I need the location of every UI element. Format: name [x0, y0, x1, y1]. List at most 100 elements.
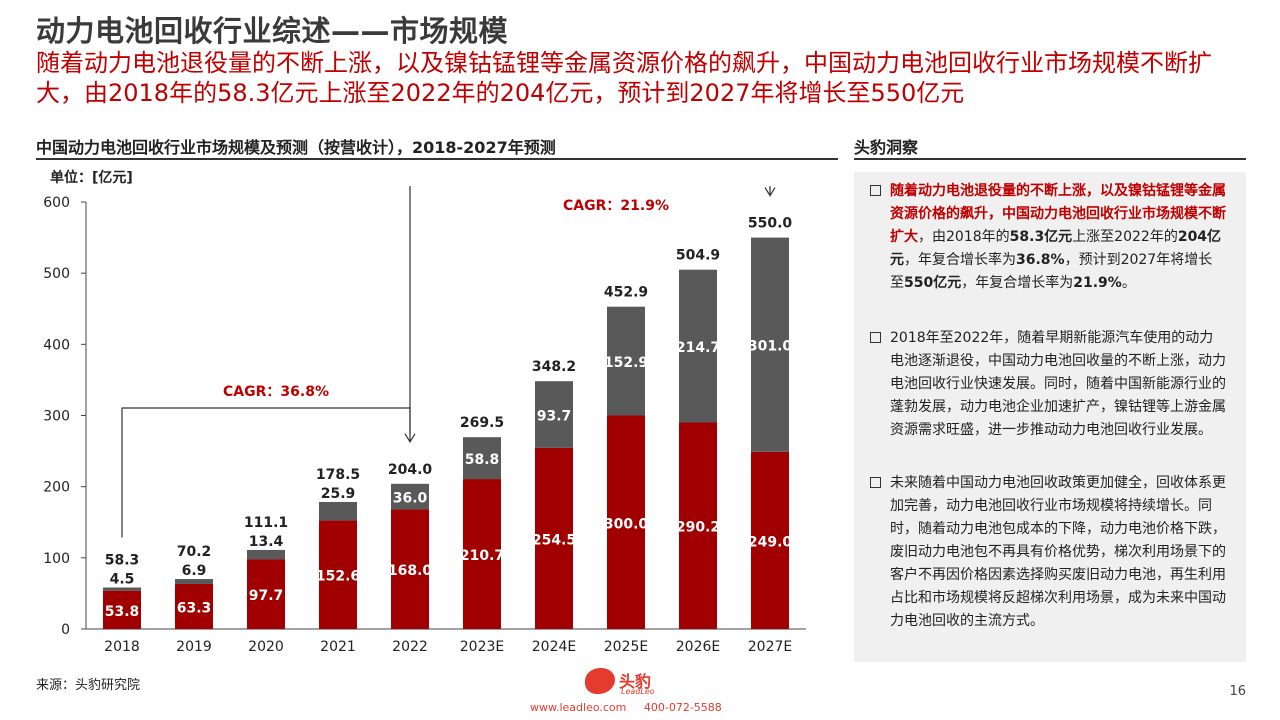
bar-segment-upper	[247, 549, 285, 560]
cagr-bracket-line	[409, 186, 771, 434]
bar-value-label-lower: 168.0	[388, 563, 433, 579]
insight-segment: ，预计到2027年将增长至	[890, 252, 1213, 291]
insight-segment: ，由2018年的	[918, 229, 1010, 245]
x-tick-label: 2026E	[676, 639, 720, 655]
y-tick-label: 300	[43, 409, 70, 425]
bar-value-label-upper: 4.5	[110, 572, 135, 588]
insight-segment: 未来随着中国动力电池回收政策更加健全，回收体系更加完善，动力电池回收行业市场规模…	[890, 475, 1226, 629]
insight-segment: 21.9%	[1073, 275, 1122, 291]
bar-segment-lower	[679, 422, 717, 629]
insight-segment: 58.3亿元	[1009, 229, 1073, 245]
page-number: 16	[1229, 684, 1246, 699]
insight-panel: 随着动力电池退役量的不断上涨，以及镍钴锰锂等金属资源价格的飙升，中国动力电池回收…	[854, 172, 1246, 662]
bar-total-label: 70.2	[177, 544, 212, 560]
bar-segment-lower	[463, 479, 501, 629]
bar-segment-lower	[175, 583, 213, 629]
bar-value-label-upper: 93.7	[537, 409, 572, 425]
insight-segment: 2018年至2022年，随着早期新能源汽车使用的动力电池逐渐退役，中国动力电池回…	[890, 330, 1226, 438]
y-tick-label: 0	[61, 622, 70, 638]
bar-value-label-lower: 97.7	[249, 588, 284, 604]
checkbox-bullet-icon	[870, 185, 881, 196]
logo-cn-text: 头豹	[619, 672, 652, 691]
bar-segment-upper	[175, 579, 213, 584]
insight-segment: 。	[1121, 275, 1136, 291]
bar-segment-lower	[391, 509, 429, 629]
bar-segment-upper	[607, 306, 645, 416]
insight-text-3: 未来随着中国动力电池回收政策更加健全，回收体系更加完善，动力电池回收行业市场规模…	[870, 472, 1226, 633]
insight-heading-rule	[854, 158, 1246, 160]
bar-segment-upper	[535, 381, 573, 448]
leopard-logo-icon	[585, 668, 615, 694]
cagr-arrow-head	[764, 187, 776, 197]
x-tick-label: 2018	[104, 639, 140, 655]
bar-total-label: 504.9	[676, 248, 720, 264]
chart-heading: 中国动力电池回收行业市场规模及预测（按营收计），2018-2027年预测	[36, 138, 556, 157]
chart-unit-label: 单位：[亿元]	[50, 170, 133, 186]
insight-segment: 204亿元	[890, 229, 1222, 268]
bar-segment-upper	[103, 587, 141, 591]
insight-text-2: 2018年至2022年，随着早期新能源汽车使用的动力电池逐渐退役，中国动力电池回…	[870, 327, 1226, 442]
bar-total-label: 204.0	[388, 462, 433, 478]
insight-paragraph-2: 2018年至2022年，随着早期新能源汽车使用的动力电池逐渐退役，中国动力电池回…	[870, 327, 1226, 442]
bar-segment-upper	[679, 269, 717, 423]
bar-value-label-lower: 300.0	[604, 516, 649, 532]
x-tick-label: 2024E	[532, 639, 576, 655]
x-tick-label: 2025E	[604, 639, 648, 655]
cagr-label: CAGR：21.9%	[563, 198, 669, 214]
bar-value-label-upper: 25.9	[321, 486, 356, 502]
bar-value-label-upper: 36.0	[393, 491, 428, 507]
bar-segment-lower	[103, 590, 141, 629]
bar-segment-lower	[319, 520, 357, 629]
bar-value-label-lower: 210.7	[460, 548, 504, 564]
bar-value-label-upper: 301.0	[748, 339, 793, 355]
bar-segment-lower	[247, 559, 285, 629]
bar-total-label: 111.1	[244, 515, 288, 531]
bar-segment-upper	[751, 237, 789, 452]
page-subtitle: 随着动力电池退役量的不断上涨，以及镍钴锰锂等金属资源价格的飙升，中国动力电池回收…	[36, 49, 1212, 107]
website-link[interactable]: www.leadleo.com	[530, 701, 627, 714]
page-title: 动力电池回收行业综述——市场规模	[36, 14, 509, 48]
x-tick-label: 2021	[320, 639, 356, 655]
y-tick-label: 500	[43, 266, 70, 282]
leadleo-logo: 头豹 LeadLeo	[585, 668, 665, 698]
bar-total-label: 348.2	[532, 359, 576, 375]
logo-en-text: LeadLeo	[621, 687, 655, 696]
bar-segment-upper	[319, 501, 357, 521]
footer-contact: www.leadleo.com 400-072-5588	[530, 701, 736, 714]
y-tick-label: 200	[43, 480, 70, 496]
y-tick-label: 100	[43, 551, 70, 567]
bar-segment-lower	[535, 447, 573, 629]
source-note: 来源：头豹研究院	[36, 678, 141, 693]
chart-heading-rule	[36, 158, 838, 160]
bar-value-label-upper: 152.9	[604, 355, 648, 371]
checkbox-bullet-icon	[870, 332, 881, 343]
x-tick-label: 2023E	[460, 639, 504, 655]
bar-total-label: 178.5	[316, 467, 360, 483]
bar-total-label: 58.3	[105, 553, 140, 569]
bar-value-label-lower: 290.2	[676, 520, 720, 536]
x-tick-label: 2019	[176, 639, 212, 655]
insight-paragraph-3: 未来随着中国动力电池回收政策更加健全，回收体系更加完善，动力电池回收行业市场规模…	[870, 472, 1226, 633]
insight-segment: 36.8%	[1016, 252, 1065, 268]
bar-value-label-lower: 254.5	[532, 532, 576, 548]
phone-number: 400-072-5588	[643, 701, 722, 714]
bar-segment-upper	[391, 483, 429, 510]
bar-segment-lower	[607, 415, 645, 629]
insight-paragraph-1: 随着动力电池退役量的不断上涨，以及镍钴锰锂等金属资源价格的飙升，中国动力电池回收…	[870, 180, 1226, 295]
bar-value-label-upper: 6.9	[182, 563, 207, 579]
checkbox-bullet-icon	[870, 477, 881, 488]
insight-segment: 上涨至2022年的	[1072, 229, 1178, 245]
bar-total-label: 550.0	[748, 216, 793, 232]
y-tick-label: 600	[43, 195, 70, 211]
bar-value-label-upper: 58.8	[465, 452, 500, 468]
insight-segment: ，年复合增长率为	[904, 252, 1016, 268]
x-tick-label: 2022	[392, 639, 428, 655]
insight-segment: 550亿元	[904, 275, 962, 291]
bar-segment-lower	[751, 451, 789, 629]
x-tick-label: 2027E	[748, 639, 792, 655]
bar-value-label-upper: 13.4	[249, 534, 284, 550]
bar-value-label-lower: 152.6	[316, 569, 360, 585]
bar-value-label-upper: 214.7	[676, 340, 720, 356]
insight-segment: ，年复合增长率为	[961, 275, 1074, 291]
bar-total-label: 452.9	[604, 285, 648, 301]
